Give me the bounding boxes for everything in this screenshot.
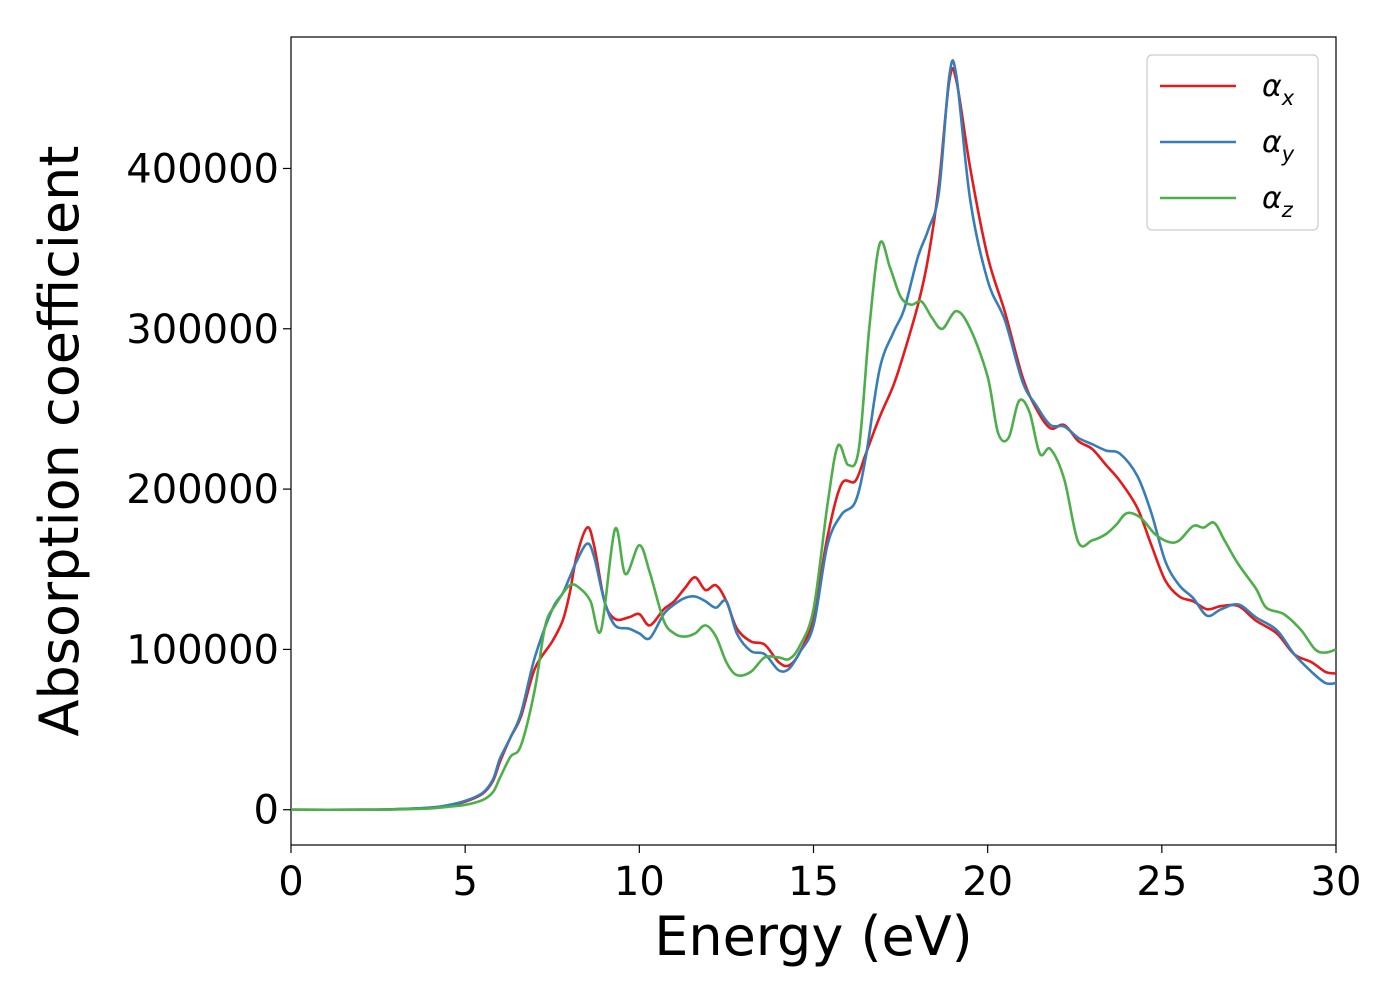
legend: αx αy αz xyxy=(1146,54,1319,231)
y-axis-label: Absorption coefficient xyxy=(28,146,91,737)
tick-layer: 0 5 10 15 20 25 30 0 100000 200000 300000 400000 xyxy=(126,146,1361,905)
x-tick-label: 15 xyxy=(788,859,839,905)
y-tick-label: 300000 xyxy=(126,307,279,353)
legend-label-alpha-z: αz xyxy=(1262,181,1294,222)
x-axis-label: Energy (eV) xyxy=(654,905,973,968)
x-tick-label: 5 xyxy=(452,859,477,905)
series-line-alpha-z xyxy=(290,240,1337,812)
x-tick-label: 20 xyxy=(962,859,1013,905)
legend-label-alpha-x: αx xyxy=(1262,69,1295,110)
series-layer xyxy=(290,59,1337,812)
y-tick-label: 0 xyxy=(254,788,279,834)
y-tick-label: 200000 xyxy=(126,467,279,513)
legend-label-alpha-y: αy xyxy=(1262,125,1295,166)
x-tick-label: 25 xyxy=(1136,859,1187,905)
x-tick-label: 10 xyxy=(614,859,665,905)
x-tick-label: 0 xyxy=(278,859,303,905)
y-tick-label: 400000 xyxy=(126,146,279,192)
x-tick-label: 30 xyxy=(1311,859,1362,905)
series-line-alpha-x xyxy=(290,66,1337,812)
y-tick-label: 100000 xyxy=(126,627,279,673)
